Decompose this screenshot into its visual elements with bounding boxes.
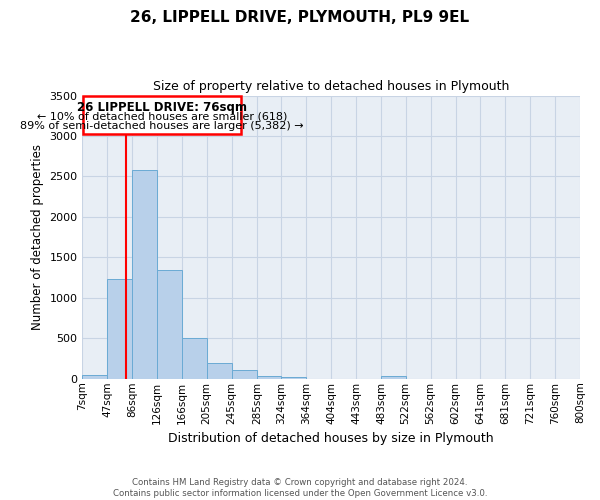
X-axis label: Distribution of detached houses by size in Plymouth: Distribution of detached houses by size … (169, 432, 494, 445)
Bar (82, 374, 107, 379)
Text: 26 LIPPELL DRIVE: 76sqm: 26 LIPPELL DRIVE: 76sqm (77, 101, 247, 114)
Bar (257, 376, 281, 379)
Title: Size of property relative to detached houses in Plymouth: Size of property relative to detached ho… (153, 80, 509, 93)
Bar (206, 363, 232, 379)
Y-axis label: Number of detached properties: Number of detached properties (31, 144, 44, 330)
Bar (132, 170, 157, 379)
Text: ← 10% of detached houses are smaller (618): ← 10% of detached houses are smaller (61… (37, 112, 287, 122)
FancyBboxPatch shape (83, 96, 241, 134)
Text: 26, LIPPELL DRIVE, PLYMOUTH, PL9 9EL: 26, LIPPELL DRIVE, PLYMOUTH, PL9 9EL (130, 10, 470, 25)
Text: 89% of semi-detached houses are larger (5,382) →: 89% of semi-detached houses are larger (… (20, 122, 304, 132)
Bar (182, 338, 206, 379)
Bar (232, 370, 257, 379)
Bar (107, 279, 132, 379)
Text: Contains HM Land Registry data © Crown copyright and database right 2024.
Contai: Contains HM Land Registry data © Crown c… (113, 478, 487, 498)
Bar (281, 376, 307, 379)
Bar (381, 376, 406, 379)
Bar (157, 270, 182, 379)
